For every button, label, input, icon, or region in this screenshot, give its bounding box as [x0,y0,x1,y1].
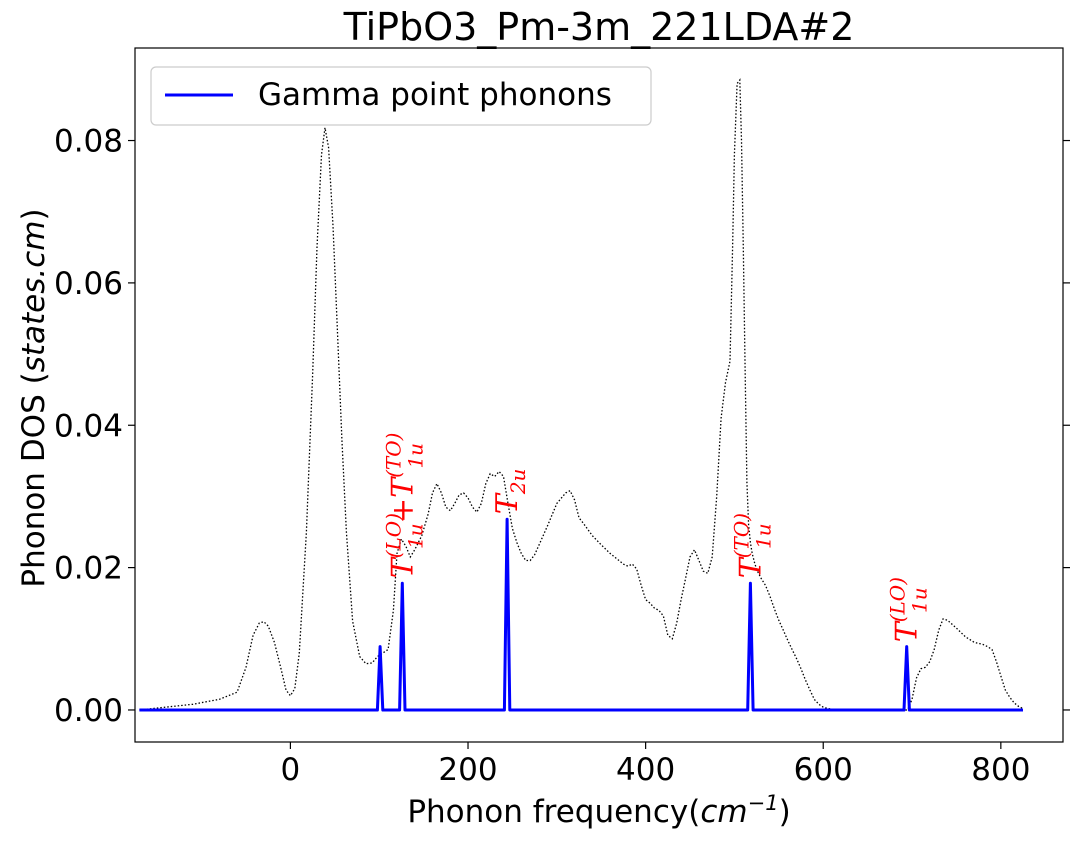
x-axis-close: ) [779,794,791,830]
x-tick-label: 600 [794,752,853,788]
mode-label-sup: (TO) [381,433,405,478]
mode-label-sub: 1u [751,523,775,549]
y-tick-label: 0.06 [54,266,123,302]
legend-box [150,66,652,126]
y-tick-label: 0.04 [54,408,123,444]
dos-curve [139,78,1024,711]
axis-ticks: 0 200 400 600 800 0.00 0.02 0.04 0.06 0.08 [54,124,1070,788]
mode-label: T(LO)1u +T(TO)1u [381,433,427,579]
x-axis-unit: cm [700,794,747,830]
x-tick-label: 0 [281,752,301,788]
mode-label-sub: 2u [506,469,530,496]
mode-label-base: T [890,620,925,642]
mode-label-base: T [490,492,525,514]
mode-label-sub: 1u [403,523,427,549]
y-axis-title: Phonon DOS (states.cm) [16,208,52,587]
mode-label-sub: 1u [403,443,427,469]
x-tick-label: 200 [438,752,497,788]
y-tick-label: 0.00 [54,693,123,729]
mode-label: T2u [490,469,530,515]
x-axis-title: Phonon frequency(cm−1) [407,791,790,830]
mode-label-sup: (TO) [729,513,753,558]
mode-label-base: +T [385,476,420,523]
x-axis-unit-exponent: −1 [748,791,779,815]
x-axis-title-text: Phonon frequency [407,794,688,830]
legend-label-gamma: Gamma point phonons [258,77,612,113]
mode-label-sup: (LO) [381,513,405,558]
chart-title: TiPbO3_Pm-3m_221LDA#2 [343,5,855,49]
x-tick-label: 400 [616,752,675,788]
x-tick-label: 800 [971,752,1030,788]
plot-frame [134,47,1064,743]
mode-label-sub: 1u [908,587,932,613]
mode-label: T(TO)1u [729,513,775,578]
y-axis-close: ) [16,208,52,220]
mode-label-base: T [733,556,768,578]
plot-area [139,78,1024,712]
legend: Gamma point phonons [150,66,652,126]
y-axis-title-text: Phonon DOS ( [16,372,52,587]
y-tick-label: 0.02 [54,551,123,587]
mode-label-sup: (LO) [886,577,910,622]
y-axis-unit: states.cm [16,221,52,373]
mode-label-base: T [385,556,420,578]
mode-label: T(LO)1u [886,577,932,642]
y-tick-label: 0.08 [54,124,123,160]
